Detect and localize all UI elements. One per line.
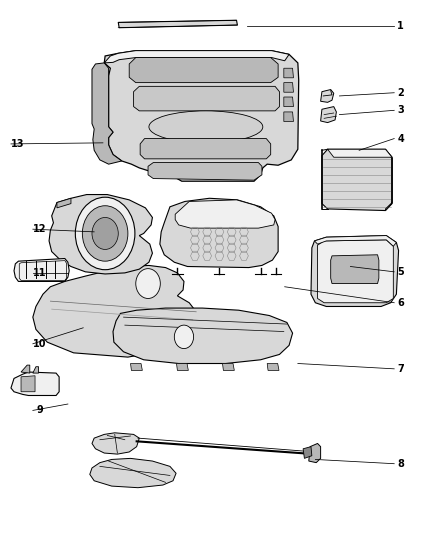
Polygon shape bbox=[113, 308, 293, 364]
Polygon shape bbox=[284, 83, 293, 92]
Text: 9: 9 bbox=[36, 406, 43, 415]
Text: 4: 4 bbox=[397, 134, 404, 143]
Text: 11: 11 bbox=[33, 268, 46, 278]
Polygon shape bbox=[33, 367, 39, 373]
Polygon shape bbox=[33, 265, 196, 357]
Polygon shape bbox=[11, 372, 59, 395]
Text: 12: 12 bbox=[33, 224, 46, 234]
Text: 5: 5 bbox=[397, 267, 404, 277]
Polygon shape bbox=[311, 236, 399, 306]
Polygon shape bbox=[223, 364, 234, 370]
Polygon shape bbox=[177, 364, 188, 370]
Polygon shape bbox=[303, 447, 312, 458]
Polygon shape bbox=[57, 198, 71, 208]
Text: 2: 2 bbox=[397, 88, 404, 98]
Polygon shape bbox=[129, 58, 278, 83]
Polygon shape bbox=[284, 68, 293, 78]
Polygon shape bbox=[284, 97, 293, 107]
Polygon shape bbox=[309, 443, 321, 463]
Polygon shape bbox=[134, 86, 279, 111]
Circle shape bbox=[82, 206, 128, 261]
Polygon shape bbox=[385, 149, 392, 211]
Circle shape bbox=[92, 217, 118, 249]
Polygon shape bbox=[104, 51, 299, 181]
Polygon shape bbox=[21, 376, 35, 392]
Polygon shape bbox=[284, 112, 293, 122]
Polygon shape bbox=[160, 198, 278, 268]
Circle shape bbox=[75, 197, 135, 270]
Polygon shape bbox=[92, 63, 122, 164]
Polygon shape bbox=[328, 149, 392, 157]
Polygon shape bbox=[175, 200, 275, 228]
Polygon shape bbox=[322, 149, 392, 211]
Circle shape bbox=[174, 325, 194, 349]
Polygon shape bbox=[118, 20, 237, 28]
Ellipse shape bbox=[149, 111, 263, 143]
Polygon shape bbox=[49, 195, 152, 274]
Text: 1: 1 bbox=[397, 21, 404, 30]
Polygon shape bbox=[321, 107, 336, 123]
Polygon shape bbox=[318, 240, 393, 303]
Polygon shape bbox=[321, 90, 334, 102]
Text: 7: 7 bbox=[397, 364, 404, 374]
Polygon shape bbox=[131, 364, 142, 370]
Polygon shape bbox=[92, 433, 139, 454]
Polygon shape bbox=[104, 51, 289, 63]
Polygon shape bbox=[314, 236, 396, 246]
Text: 3: 3 bbox=[397, 106, 404, 115]
Polygon shape bbox=[267, 364, 279, 370]
Circle shape bbox=[136, 269, 160, 298]
Polygon shape bbox=[140, 139, 271, 159]
Polygon shape bbox=[21, 365, 30, 373]
Polygon shape bbox=[14, 259, 69, 281]
Text: 6: 6 bbox=[397, 298, 404, 308]
Polygon shape bbox=[148, 163, 262, 180]
Text: 13: 13 bbox=[11, 139, 24, 149]
Polygon shape bbox=[90, 458, 176, 488]
Text: 10: 10 bbox=[33, 339, 46, 349]
Text: 8: 8 bbox=[397, 459, 404, 469]
Polygon shape bbox=[331, 255, 379, 284]
